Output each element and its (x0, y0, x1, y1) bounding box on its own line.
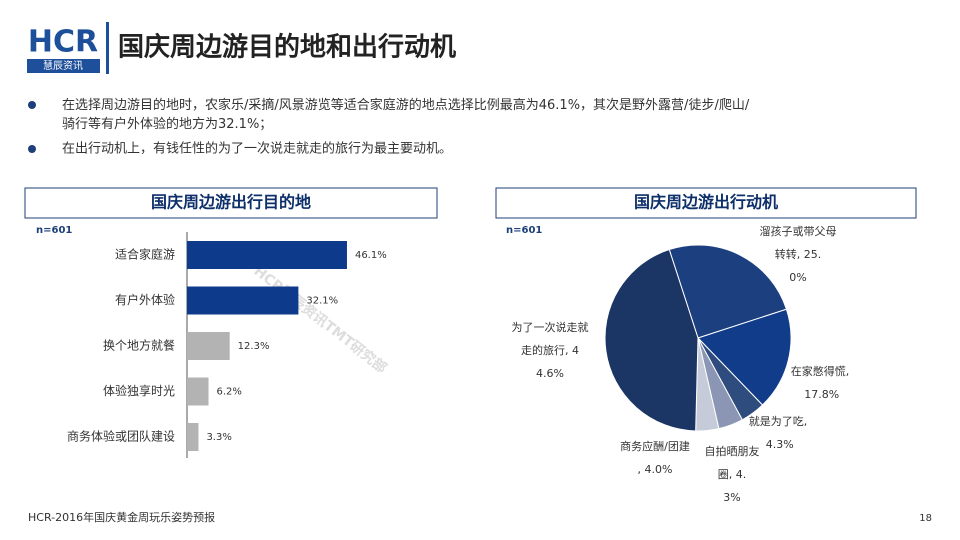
slice-label: 溜孩子或带父母转转, 25. 0% (760, 224, 837, 284)
chart-header-box (495, 187, 917, 219)
slice-label: 在家憋得慌, 17.8% (791, 364, 850, 401)
value-label: 32.1% (306, 296, 338, 307)
bar (187, 241, 347, 269)
logo-bar (27, 59, 100, 73)
bar (187, 286, 299, 315)
bar (187, 332, 230, 360)
bullet-text: 在选择周边游目的地时，农家乐/采摘/风景游览等适合家庭游的地点选择比例最高为46… (62, 97, 750, 132)
category-label: 商务体验或团队建设 (67, 429, 175, 444)
page-number: 18 (919, 513, 932, 524)
bullet-text: 在出行动机上，有钱任性的为了一次说走就走的旅行为最主要动机。 (62, 141, 452, 157)
category-label: 适合家庭游 (115, 247, 175, 262)
bar (187, 377, 209, 406)
bullet-dot (28, 145, 36, 153)
category-label: 体验独享时光 (103, 383, 175, 398)
value-label: 46.1% (355, 250, 387, 261)
sample-note: n=601 (506, 225, 542, 236)
bullet-dot (28, 101, 36, 109)
pie-slice (668, 244, 788, 339)
pie-slice (604, 248, 699, 432)
slice-label: 商务应酬/团建, 4.0% (620, 439, 690, 476)
value-label: 6.2% (217, 387, 242, 398)
chart-header-box (24, 187, 438, 219)
chart-title: 国庆周边游出行动机 (634, 193, 778, 212)
chart-title: 国庆周边游出行目的地 (151, 193, 311, 212)
value-label: 3.3% (206, 432, 231, 443)
category-label: 换个地方就餐 (103, 338, 175, 353)
pie-slice (697, 308, 792, 406)
slice-label: 为了一次说走就走的旅行, 4 4.6% (512, 320, 589, 380)
footer: HCR-2016年国庆黄金周玩乐姿势预报 (28, 510, 215, 524)
slice-label: 就是为了吃, 4.3% (749, 414, 808, 451)
bar (187, 423, 199, 451)
slide-title: 国庆周边游目的地和出行动机 (118, 32, 456, 63)
sample-note: n=601 (36, 225, 72, 236)
value-label: 12.3% (238, 341, 270, 352)
logo-sub: 慧辰资讯 (43, 59, 83, 72)
title-divider (106, 22, 109, 74)
category-label: 有户外体验 (115, 292, 175, 307)
slice-label: 自拍晒朋友圈, 4. 3% (705, 444, 760, 504)
logo: HCR (28, 25, 98, 60)
